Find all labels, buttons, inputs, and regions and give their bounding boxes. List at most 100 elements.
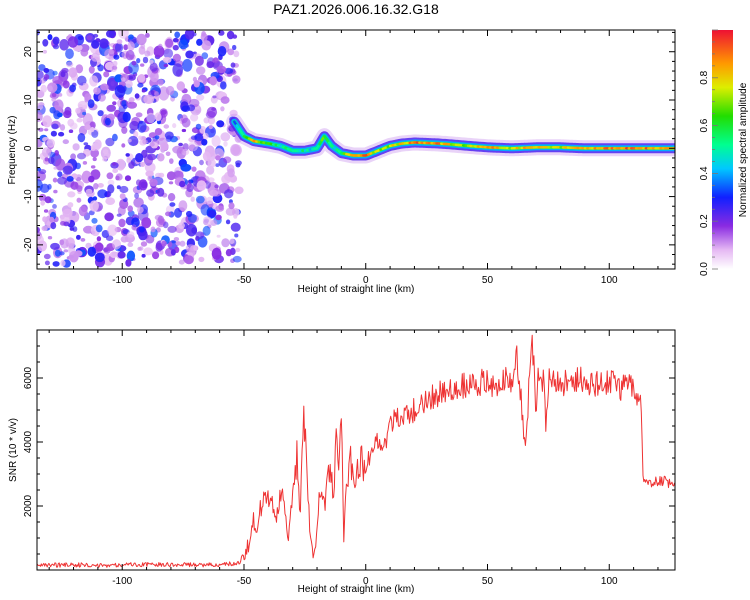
noise-blob xyxy=(104,48,115,60)
noise-blob xyxy=(127,41,135,51)
noise-blob xyxy=(215,155,221,161)
noise-blob xyxy=(85,188,93,195)
noise-blob xyxy=(185,50,194,59)
noise-blob xyxy=(37,103,44,111)
noise-blob xyxy=(120,236,129,243)
noise-blob xyxy=(46,138,55,148)
noise-blob xyxy=(90,165,96,169)
noise-blob xyxy=(140,161,146,167)
spec-ytick-label: -10 xyxy=(23,189,34,204)
noise-blob xyxy=(105,137,115,147)
spec-xtick-label: 0 xyxy=(363,275,369,286)
noise-blob xyxy=(51,92,57,98)
noise-blob xyxy=(59,39,69,51)
noise-blob xyxy=(75,107,81,114)
noise-blob xyxy=(232,44,237,51)
noise-blob xyxy=(211,247,222,260)
noise-blob xyxy=(94,252,105,263)
noise-blob xyxy=(103,152,111,159)
noise-blob xyxy=(41,147,52,158)
noise-blob xyxy=(220,81,227,90)
noise-blob xyxy=(162,221,169,229)
noise-blob xyxy=(173,237,180,242)
noise-blob xyxy=(114,84,126,98)
noise-blob xyxy=(50,222,57,230)
noise-blob xyxy=(100,83,109,91)
noise-blob xyxy=(52,44,60,50)
noise-blob xyxy=(212,95,217,99)
noise-blob xyxy=(195,231,205,240)
noise-blob xyxy=(116,213,122,217)
noise-blob xyxy=(59,221,66,226)
noise-blob xyxy=(125,153,130,157)
noise-blob xyxy=(69,84,76,93)
noise-blob xyxy=(107,179,115,186)
noise-blob xyxy=(157,79,164,86)
noise-blob xyxy=(47,183,52,190)
noise-blob xyxy=(44,196,52,204)
snr-series-line xyxy=(37,334,675,568)
noise-blob xyxy=(191,166,197,172)
spec-ytick-label: -20 xyxy=(23,237,34,252)
noise-blob xyxy=(155,242,163,252)
noise-blob xyxy=(80,48,89,57)
noise-blob xyxy=(89,75,99,87)
noise-blob xyxy=(124,175,132,182)
noise-blob xyxy=(82,111,87,116)
noise-blob xyxy=(52,261,60,267)
spectrogram-xlabel: Height of straight line (km) xyxy=(298,284,415,295)
noise-blob xyxy=(209,76,217,86)
noise-blob xyxy=(230,144,241,156)
noise-blob xyxy=(116,39,123,45)
noise-blob xyxy=(125,259,132,267)
noise-blob xyxy=(82,82,88,87)
snr-xtick-label: 0 xyxy=(363,576,369,587)
noise-blob xyxy=(207,177,215,183)
noise-blob xyxy=(141,253,146,258)
noise-blob xyxy=(206,61,215,69)
noise-blob xyxy=(152,251,160,260)
noise-blob xyxy=(181,128,187,133)
noise-blob xyxy=(214,184,219,189)
noise-blob xyxy=(39,77,46,84)
noise-blob xyxy=(143,94,155,105)
noise-blob xyxy=(90,52,100,62)
noise-blob xyxy=(67,36,79,48)
noise-blob xyxy=(196,94,205,101)
noise-blob xyxy=(50,130,58,137)
noise-blob xyxy=(43,68,50,73)
noise-blob xyxy=(106,172,114,180)
noise-blob xyxy=(127,101,137,109)
noise-blob xyxy=(103,71,110,78)
noise-blob xyxy=(146,112,156,124)
noise-blob xyxy=(158,172,165,178)
spec-xtick-label: 50 xyxy=(482,275,494,286)
noise-blob xyxy=(43,253,51,260)
noise-blob xyxy=(209,189,219,197)
noise-blob xyxy=(133,197,144,208)
noise-blob xyxy=(63,110,72,119)
noise-blob xyxy=(44,260,50,266)
noise-blob xyxy=(52,204,57,209)
noise-blob xyxy=(137,120,147,133)
noise-blob xyxy=(224,67,234,75)
colorbar-tick-label: 0.4 xyxy=(699,166,710,180)
noise-blob xyxy=(37,227,40,233)
noise-blob xyxy=(105,197,116,205)
noise-blob xyxy=(138,179,148,191)
noise-blob xyxy=(136,33,147,46)
noise-blob xyxy=(128,161,135,169)
noise-blob xyxy=(167,193,176,202)
noise-blob xyxy=(125,50,135,61)
noise-blob xyxy=(150,226,156,233)
noise-blob xyxy=(62,139,69,145)
noise-blob xyxy=(87,246,97,257)
spec-ytick-label: 0 xyxy=(23,145,34,151)
spectrogram-ylabel: Frequency (Hz) xyxy=(7,116,18,185)
noise-blob xyxy=(195,123,202,130)
noise-blob xyxy=(140,241,148,247)
noise-blob xyxy=(68,67,78,78)
noise-blob xyxy=(97,183,104,188)
